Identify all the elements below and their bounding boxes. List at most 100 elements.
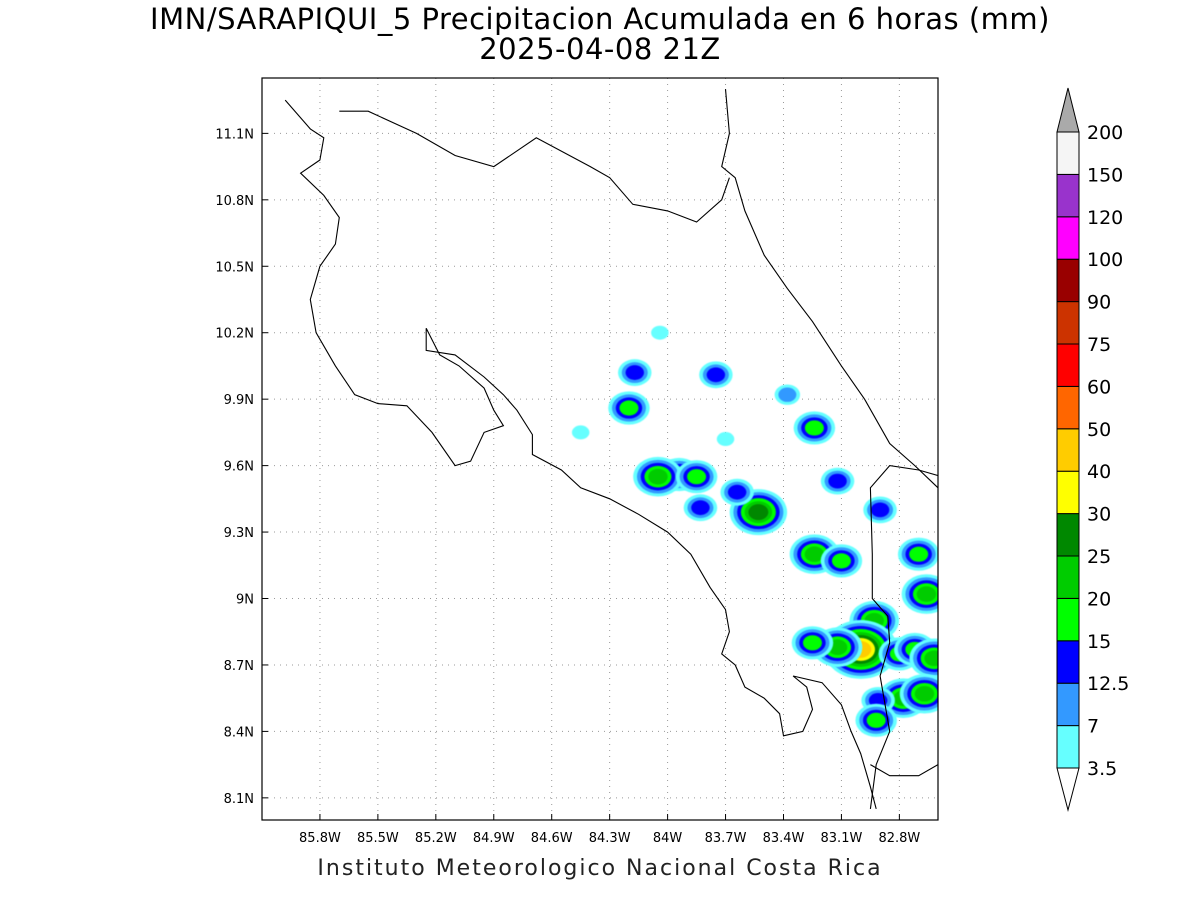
- colorbar-swatch: [1056, 682, 1080, 727]
- precip-cell: [820, 544, 863, 578]
- colorbar-label: 15: [1087, 631, 1111, 653]
- colorbar-swatch: [1056, 216, 1080, 260]
- precip-contour-fill: [706, 367, 726, 383]
- precip-cell: [793, 411, 836, 445]
- precip-cell: [720, 478, 754, 506]
- lon-tick-label: 85.2W: [415, 831, 457, 846]
- lon-tick-label: 83.4W: [763, 831, 805, 846]
- precip-cell: [683, 494, 718, 522]
- colorbar-label: 100: [1087, 249, 1123, 271]
- lat-tick-label: 9.6N: [224, 460, 254, 475]
- lon-tick-label: 84.9W: [473, 831, 515, 846]
- lon-tick-label: 84.6W: [531, 831, 573, 846]
- precip-contour-fill: [727, 484, 747, 500]
- lon-tick-label: 85.8W: [299, 831, 341, 846]
- precip-cell: [699, 361, 733, 389]
- precip-contour-fill: [687, 469, 707, 485]
- precip-contour-fill: [571, 425, 590, 440]
- chart-title: IMN/SARAPIQUI_5 Precipitacion Acumulada …: [150, 2, 1050, 36]
- colorbar-swatch: [1056, 343, 1080, 387]
- colorbar-swatch: [1056, 470, 1080, 515]
- precip-cell: [618, 359, 652, 386]
- colorbar-swatch: [1056, 131, 1080, 175]
- pacific-coastline: [284, 99, 877, 810]
- footer-credit: Instituto Meteorologico Nacional Costa R…: [317, 856, 883, 881]
- precip-cell: [608, 391, 650, 425]
- precip-contour-fill: [648, 468, 668, 485]
- colorbar-label: 20: [1087, 588, 1111, 610]
- lon-tick-label: 85.5W: [357, 831, 399, 846]
- precip-contour-fill: [804, 420, 824, 436]
- precip-cell: [571, 425, 590, 440]
- lon-tick-label: 83.1W: [821, 831, 863, 846]
- colorbar-swatch: [1056, 258, 1080, 303]
- precip-cell: [716, 432, 735, 447]
- precip-cell: [675, 460, 718, 494]
- colorbar-swatch: [1056, 428, 1080, 472]
- precip-cell: [774, 384, 801, 405]
- panama-border: [869, 465, 938, 809]
- precip-cell: [633, 456, 683, 497]
- precip-contour-fill: [870, 502, 890, 518]
- lat-tick-label: 9.9N: [224, 393, 254, 408]
- longitude-tick-labels: 85.8W 85.5W 85.2W 84.9W 84.6W 84.3W 84W 83.7W 83…: [299, 814, 920, 846]
- colorbar-label: 30: [1087, 504, 1111, 526]
- chart-subtitle-time: 2025-04-08 21Z: [479, 32, 721, 66]
- precip-contour-fill: [828, 473, 847, 489]
- precip-contour-fill: [914, 685, 935, 702]
- precip-cell: [909, 638, 938, 679]
- precipitation-field: [571, 325, 938, 737]
- colorbar-label: 150: [1087, 164, 1123, 186]
- colorbar-under-triangle: [1056, 767, 1080, 812]
- precip-contour-fill: [651, 325, 669, 340]
- lat-tick-label: 8.1N: [224, 792, 254, 807]
- colorbar-swatch: [1056, 385, 1080, 430]
- lat-tick-label: 10.5N: [215, 260, 254, 275]
- precip-cell: [791, 626, 834, 660]
- lat-tick-label: 9N: [236, 593, 254, 608]
- precip-contour-fill: [804, 546, 825, 563]
- lat-tick-label: 8.7N: [224, 659, 254, 674]
- lon-tick-label: 83.7W: [705, 831, 747, 846]
- map-frame-border: [261, 77, 939, 821]
- precip-cell: [897, 537, 938, 571]
- colorbar-label: 75: [1087, 334, 1111, 356]
- colorbar-swatch: [1056, 597, 1080, 642]
- colorbar-label: 50: [1087, 419, 1111, 441]
- nicaragua-border: [339, 110, 730, 223]
- precip-cell: [855, 703, 897, 737]
- caribbean-coastline: [721, 89, 938, 489]
- precip-cell: [651, 325, 669, 340]
- precip-contour-fill: [866, 712, 886, 728]
- colorbar-over-triangle: [1056, 87, 1080, 133]
- precip-cell: [901, 574, 938, 614]
- map-frame-background: [262, 78, 938, 820]
- colorbar-label: 7: [1087, 716, 1099, 738]
- precip-contour-fill: [909, 546, 929, 562]
- colorbar-swatch: [1056, 725, 1080, 769]
- colorbar-swatch: [1056, 555, 1080, 599]
- colorbar-swatch: [1056, 513, 1080, 557]
- precip-contour-fill: [778, 387, 797, 402]
- precip-cell: [899, 673, 938, 714]
- precip-contour-fill: [831, 553, 851, 569]
- lat-tick-label: 9.3N: [224, 526, 254, 541]
- precip-cell: [820, 467, 855, 495]
- precip-contour-fill: [916, 586, 937, 602]
- coastlines-and-borders: [284, 89, 938, 810]
- colorbar-label: 12.5: [1087, 673, 1129, 695]
- precip-contour-fill: [625, 365, 645, 380]
- colorbar-swatch: [1056, 640, 1080, 684]
- precip-cell: [789, 534, 840, 575]
- precip-contour-fill: [716, 432, 735, 447]
- lat-tick-label: 11.1N: [215, 127, 254, 142]
- lat-tick-label: 10.8N: [215, 194, 254, 209]
- precip-contour-fill: [619, 400, 639, 416]
- colorbar-legend: 3.5 7 12.5 15 20 25 30 40 50 60 75 90 100 120 150 200: [1056, 87, 1129, 812]
- lon-tick-label: 84W: [653, 831, 683, 846]
- precip-contour-fill: [802, 635, 822, 651]
- colorbar-label: 120: [1087, 207, 1123, 229]
- precip-contour-fill: [748, 504, 769, 521]
- precip-cell: [863, 496, 897, 524]
